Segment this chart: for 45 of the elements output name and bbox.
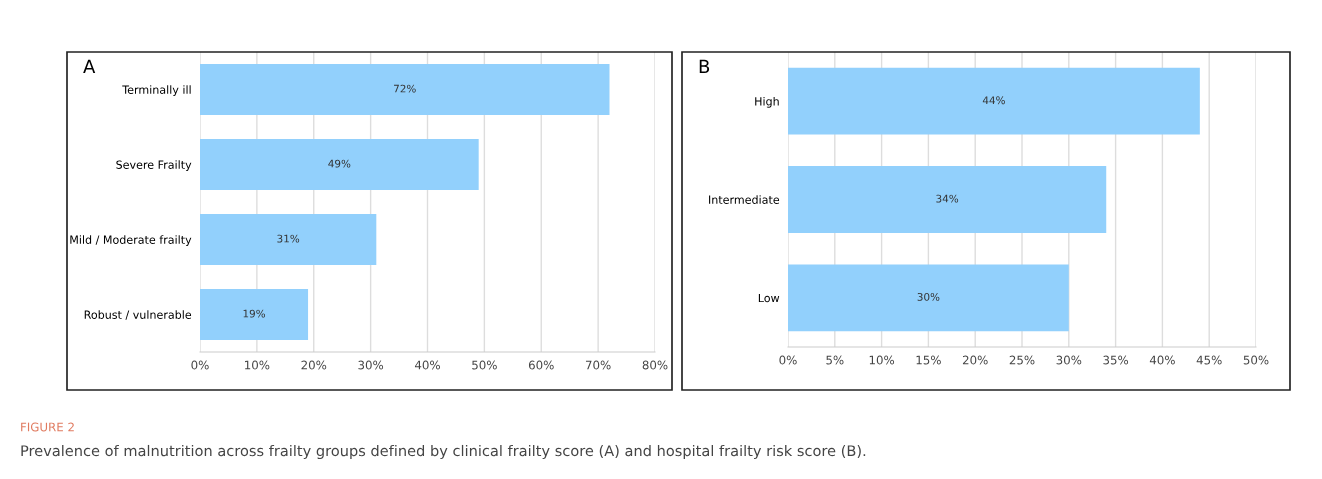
x-tick-label: 20%: [301, 360, 327, 370]
bar: [200, 64, 610, 115]
x-tick-label: 10%: [245, 360, 270, 370]
data-label: 49%: [328, 159, 351, 168]
data-label: 31%: [277, 234, 300, 243]
x-tick-label: 25%: [1009, 355, 1035, 365]
x-tick-label: 15%: [916, 355, 941, 365]
data-label: 30%: [917, 292, 940, 301]
bar: [788, 264, 1069, 332]
chart-title: B: [699, 59, 710, 73]
x-tick-label: 35%: [1103, 355, 1129, 365]
bar: [200, 214, 377, 265]
chart-title: A: [83, 59, 96, 73]
bar: [200, 289, 309, 340]
data-label: 44%: [982, 96, 1005, 105]
x-tick-label: 10%: [869, 355, 895, 365]
bar: [788, 166, 1107, 233]
y-tick-label: Low: [758, 293, 780, 303]
x-tick-label: 40%: [414, 360, 440, 370]
x-tick-label: 0%: [779, 355, 797, 365]
caption: FIGURE 2: [21, 422, 74, 432]
x-tick-label: 0%: [191, 360, 209, 370]
x-tick-label: 80%: [642, 360, 668, 370]
y-tick-label: High: [755, 96, 779, 108]
x-tick-label: 30%: [1056, 355, 1082, 365]
bar: [788, 67, 1200, 135]
x-tick-label: 20%: [962, 355, 988, 365]
data-label: 19%: [243, 309, 266, 318]
x-tick-label: 60%: [528, 360, 554, 370]
y-tick-label: Severe Frailty: [116, 160, 192, 172]
data-label: 34%: [936, 194, 959, 203]
x-tick-label: 40%: [1149, 355, 1175, 365]
x-tick-label: 70%: [585, 360, 611, 370]
bar: [200, 139, 479, 190]
data-label: 72%: [394, 84, 416, 93]
y-tick-label: Intermediate: [709, 195, 780, 204]
x-tick-label: 50%: [472, 360, 497, 370]
x-tick-label: 45%: [1196, 355, 1222, 365]
x-tick-label: 30%: [358, 360, 384, 370]
y-tick-label: Terminally ill: [122, 85, 191, 97]
text: Prevalence of malnutrition across frailty groups defined by clinical frailty score (A) and hospital frailty risk score (B).: [21, 444, 866, 460]
y-tick-label: Robust / vulnerable: [84, 310, 192, 320]
x-tick-label: 50%: [1243, 355, 1269, 365]
x-tick-label: 5%: [826, 355, 844, 365]
y-tick-label: Mild / Moderate frailty: [70, 235, 192, 247]
